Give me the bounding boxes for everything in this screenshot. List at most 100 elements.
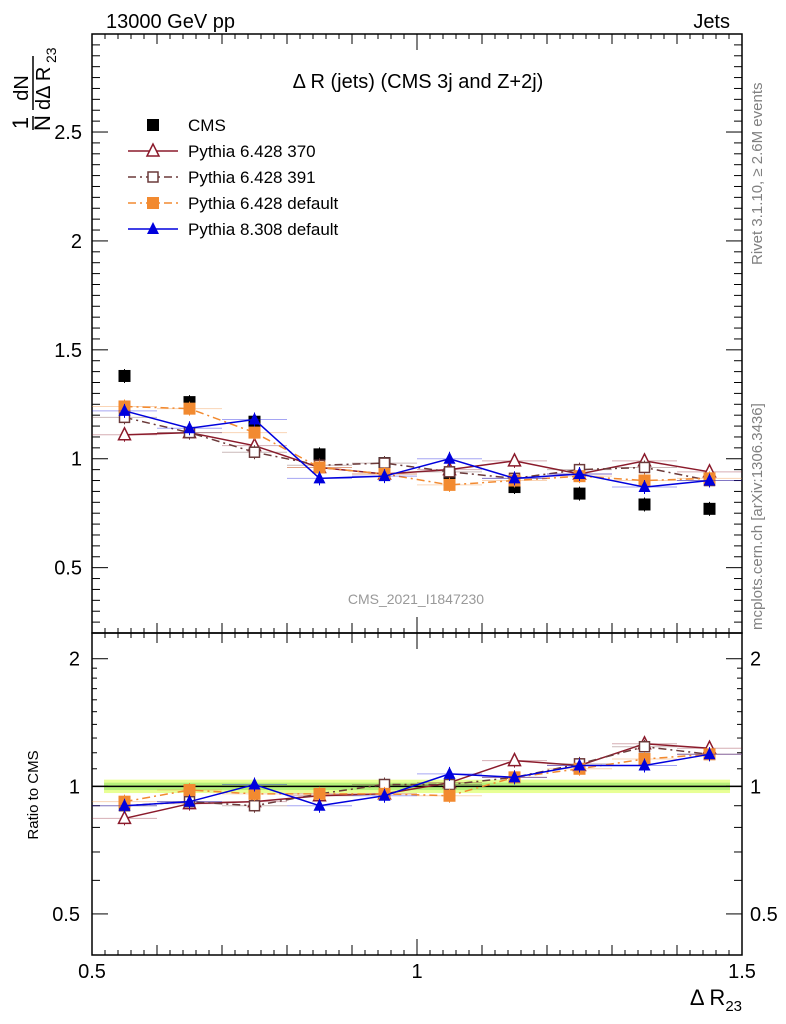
main-point <box>703 502 716 515</box>
ratio-y-tick-label: 1 <box>69 776 80 798</box>
main-point <box>118 369 131 382</box>
main-point <box>378 457 391 469</box>
ratio-point <box>638 758 651 771</box>
ratio-point <box>183 794 196 807</box>
main-series-line <box>124 410 710 488</box>
header-energy: 13000 GeV pp <box>106 11 235 33</box>
ratio-series-3 <box>92 747 742 813</box>
main-point <box>573 487 586 500</box>
ratio-point <box>313 787 326 800</box>
main-point <box>443 466 456 478</box>
legend-label: Pythia 8.308 default <box>188 220 339 239</box>
ratio-y-tick-label: 0.5 <box>52 904 80 926</box>
ratio-point <box>443 778 456 791</box>
main-series-0 <box>118 368 716 516</box>
analysis-id: CMS_2021_I1847230 <box>348 591 484 607</box>
main-point <box>313 461 326 474</box>
ratio-point <box>183 784 196 797</box>
ratio-y-tick-label-right: 1 <box>750 776 761 798</box>
main-point <box>313 448 326 461</box>
main-series-line <box>124 405 710 486</box>
ratio-point <box>248 787 261 800</box>
main-point <box>638 498 651 511</box>
ratio-series-line <box>124 753 710 807</box>
main-point <box>507 452 522 467</box>
ratio-point <box>248 777 261 790</box>
main-point <box>508 471 521 484</box>
main-y-tick-label: 0.5 <box>54 558 82 580</box>
ratio-series-line <box>124 753 710 803</box>
legend-marker <box>147 197 159 209</box>
ratio-y-tick-label-right: 2 <box>750 649 761 671</box>
main-point <box>638 461 651 474</box>
main-y-tick-label: 1.5 <box>54 340 82 362</box>
ratio-point <box>378 788 391 801</box>
mcplots-label: mcplots.cern.ch [arXiv:1306.3436] <box>749 403 766 630</box>
ratio-y-tick-label-right: 0.5 <box>750 904 778 926</box>
legend: CMS Pythia 6.428 370 Pythia 6.428 391 Pythi… <box>128 116 339 239</box>
main-axis-ticks: 0.5 1 1.5 2 2.5 <box>54 33 743 633</box>
ratio-point <box>248 799 261 812</box>
main-series-3 <box>92 399 742 492</box>
ratio-point <box>118 798 131 811</box>
legend-marker <box>147 119 159 131</box>
ylabel-denominator: dΔ R <box>33 67 55 110</box>
ratio-point <box>313 798 326 811</box>
ratio-point <box>573 758 586 771</box>
main-point <box>378 469 391 482</box>
ratio-point <box>507 751 522 767</box>
main-point <box>443 478 456 491</box>
legend-marker <box>147 171 159 183</box>
main-y-tick-label: 2.5 <box>54 122 82 144</box>
ratio-point <box>508 770 521 783</box>
ratio-series-layer <box>92 735 742 826</box>
main-series-line <box>124 416 710 482</box>
x-axis-label: Δ R23 <box>690 985 742 1015</box>
main-series-4 <box>92 403 742 495</box>
ylabel-dn: dN <box>11 75 33 101</box>
ratio-point <box>703 747 716 760</box>
main-point <box>183 421 196 434</box>
ratio-y-tick-label: 2 <box>69 649 80 671</box>
legend-label: Pythia 6.428 391 <box>188 168 316 187</box>
legend-marker <box>145 142 161 157</box>
main-point <box>703 473 716 486</box>
main-series-layer <box>92 368 742 516</box>
main-point <box>638 480 651 493</box>
x-tick-label: 1.5 <box>728 961 756 983</box>
main-point <box>573 466 586 479</box>
x-tick-label: 1 <box>411 961 422 983</box>
legend-label: Pythia 6.428 default <box>188 194 339 213</box>
ratio-series-line <box>124 745 710 807</box>
rivet-label: Rivet 3.1.10, ≥ 2.6M events <box>749 83 766 266</box>
legend-label: CMS <box>188 116 226 135</box>
main-y-tick-label: 2 <box>71 231 82 253</box>
main-point <box>443 451 456 464</box>
main-series-line <box>124 431 710 475</box>
ylabel-numerator-1: 1 <box>8 117 33 129</box>
ratio-point <box>117 809 132 825</box>
x-tick-label: 0.5 <box>78 961 106 983</box>
ylabel-subscript: 23 <box>43 47 59 63</box>
main-point <box>117 426 132 441</box>
legend-label: Pythia 6.428 370 <box>188 142 316 161</box>
main-point <box>248 412 261 425</box>
header-jets: Jets <box>693 11 730 33</box>
ratio-point <box>443 789 456 802</box>
chart-title: Δ R (jets) (CMS 3j and Z+2j) <box>293 71 544 93</box>
main-point <box>183 402 196 415</box>
main-point <box>248 446 261 458</box>
legend-marker <box>147 222 159 234</box>
main-y-tick-label: 1 <box>71 449 82 471</box>
main-point <box>118 403 131 416</box>
ratio-axis-ticks: 0.5 1 1.5 0.5 0.5 1 1 2 2 <box>52 633 778 983</box>
main-point <box>248 426 261 439</box>
ratio-point <box>638 740 651 753</box>
ratio-point <box>443 766 456 779</box>
ylabel-denominator-n: N <box>30 115 55 131</box>
main-point <box>313 471 326 484</box>
ratio-ylabel: Ratio to CMS <box>25 750 42 839</box>
